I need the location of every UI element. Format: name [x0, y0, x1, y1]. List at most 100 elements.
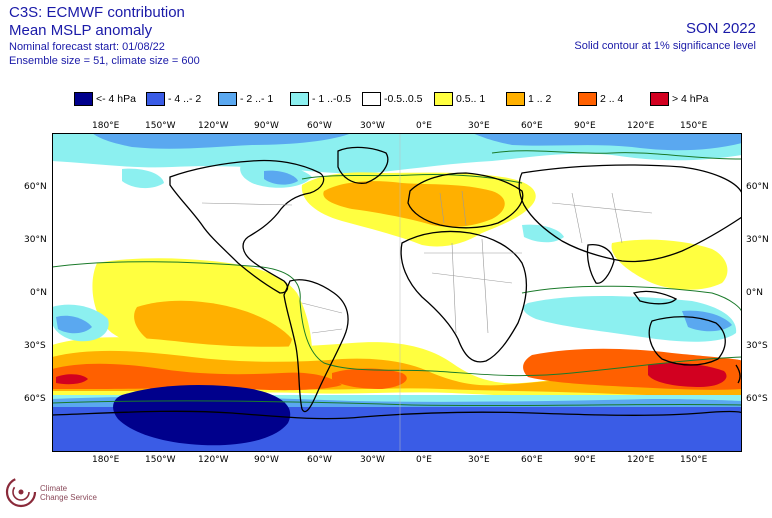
season-block: SON 2022 Solid contour at 1% significanc…: [574, 20, 756, 53]
lon-label-top: 180°E: [92, 121, 120, 131]
anomaly-region: [523, 296, 737, 342]
anomaly-region: [122, 168, 164, 189]
legend-label: 0.5.. 1: [456, 93, 486, 105]
continent-indonesia: [632, 290, 678, 305]
lon-label-bottom: 120°W: [198, 455, 229, 465]
legend-label: - 4 ..- 2: [168, 93, 202, 105]
lat-label-left: 0°N: [30, 288, 47, 298]
significance-note: Solid contour at 1% significance level: [574, 40, 756, 52]
lat-label-left: 60°N: [24, 182, 47, 192]
legend-item: > 4 hPa: [650, 92, 722, 106]
anomaly-region: [472, 133, 742, 151]
copernicus-logo: [4, 472, 38, 517]
lon-label-top: 120°E: [627, 121, 655, 131]
title-line2: Mean MSLP anomaly: [9, 22, 153, 39]
legend-swatch: [290, 92, 309, 106]
legend-swatch: [506, 92, 525, 106]
lon-label-bottom: 90°E: [574, 455, 596, 465]
legend-swatch: [434, 92, 453, 106]
lat-label-right: 60°S: [746, 394, 768, 404]
lat-label-right: 30°S: [746, 341, 768, 351]
map-frame: [52, 133, 742, 452]
lat-label-left: 30°N: [24, 235, 47, 245]
lat-label-right: 0°N: [746, 288, 763, 298]
legend-label: - 1 ..-0.5: [312, 93, 352, 105]
legend-item: -0.5..0.5: [362, 92, 434, 106]
lon-label-top: 90°W: [254, 121, 279, 131]
lon-label-top: 60°E: [521, 121, 543, 131]
continent-new-zealand: [735, 364, 741, 384]
title-block: C3S: ECMWF contribution Mean MSLP anomal…: [9, 4, 200, 68]
significance-contour: [521, 285, 742, 314]
color-legend: <- 4 hPa - 4 ..- 2 - 2 ..- 1 - 1 ..-0.5 …: [74, 92, 722, 106]
forecast-start: Nominal forecast start: 01/08/22: [9, 41, 165, 53]
continent-europe: [407, 172, 524, 229]
lon-label-bottom: 150°E: [680, 455, 708, 465]
anomaly-region: [332, 368, 407, 389]
legend-label: 2 .. 4: [600, 93, 624, 105]
continent-india: [586, 243, 615, 284]
lat-label-right: 60°N: [746, 182, 769, 192]
anomaly-map: [52, 133, 742, 452]
anomaly-region: [648, 363, 727, 387]
anomaly-region: [522, 224, 564, 243]
season-label: SON 2022: [685, 20, 756, 37]
map-canvas: [52, 133, 742, 452]
lon-label-top: 30°W: [360, 121, 385, 131]
anomaly-region: [611, 239, 728, 290]
lon-label-top: 30°E: [468, 121, 490, 131]
legend-swatch: [650, 92, 669, 106]
lon-label-top: 90°E: [574, 121, 596, 131]
lon-label-bottom: 30°W: [360, 455, 385, 465]
legend-item: 2 .. 4: [578, 92, 650, 106]
significance-contour: [491, 150, 742, 160]
significance-contour: [52, 261, 742, 377]
ensemble-size: Ensemble size = 51, climate size = 600: [9, 55, 200, 67]
logo-line2: Change Service: [40, 493, 97, 502]
continent-south-america: [283, 279, 349, 413]
anomaly-region: [56, 315, 92, 334]
anomaly-region: [52, 363, 342, 391]
lat-label-left: 60°S: [24, 394, 46, 404]
lon-label-top: 150°W: [145, 121, 176, 131]
continent-asia: [518, 164, 742, 263]
coastlines: [52, 146, 742, 420]
lon-label-bottom: 120°E: [627, 455, 655, 465]
logo-text: Climate Change Service: [40, 484, 97, 502]
legend-item: <- 4 hPa: [74, 92, 146, 106]
legend-label: <- 4 hPa: [96, 93, 136, 105]
continent-africa: [400, 230, 528, 363]
legend-item: - 2 ..- 1: [218, 92, 290, 106]
legend-label: 1 .. 2: [528, 93, 552, 105]
legend-swatch: [74, 92, 93, 106]
continent-australia: [648, 316, 726, 366]
lon-label-top: 0°E: [416, 121, 432, 131]
title-line1: C3S: ECMWF contribution: [9, 4, 185, 21]
lat-label-left: 30°S: [24, 341, 46, 351]
lon-label-bottom: 60°E: [521, 455, 543, 465]
legend-item: - 4 ..- 2: [146, 92, 218, 106]
lon-label-bottom: 60°W: [307, 455, 332, 465]
lon-label-bottom: 30°E: [468, 455, 490, 465]
lon-label-bottom: 0°E: [416, 455, 432, 465]
anomaly-region: [264, 170, 298, 185]
lat-label-right: 30°N: [746, 235, 769, 245]
country-borders: [201, 190, 653, 334]
lon-label-bottom: 150°W: [145, 455, 176, 465]
continent-north-america: [169, 159, 325, 294]
lon-label-top: 60°W: [307, 121, 332, 131]
legend-swatch: [218, 92, 237, 106]
lon-label-top: 120°W: [198, 121, 229, 131]
continent-greenland: [337, 146, 389, 184]
legend-item: 1 .. 2: [506, 92, 578, 106]
legend-swatch: [146, 92, 165, 106]
lon-label-bottom: 90°W: [254, 455, 279, 465]
legend-label: > 4 hPa: [672, 93, 709, 105]
continent-antarctica: [52, 410, 742, 420]
legend-label: - 2 ..- 1: [240, 93, 274, 105]
anomaly-region: [323, 181, 505, 227]
legend-item: 0.5.. 1: [434, 92, 506, 106]
legend-label: -0.5..0.5: [384, 93, 423, 105]
anomaly-region: [92, 133, 352, 149]
legend-item: - 1 ..-0.5: [290, 92, 362, 106]
